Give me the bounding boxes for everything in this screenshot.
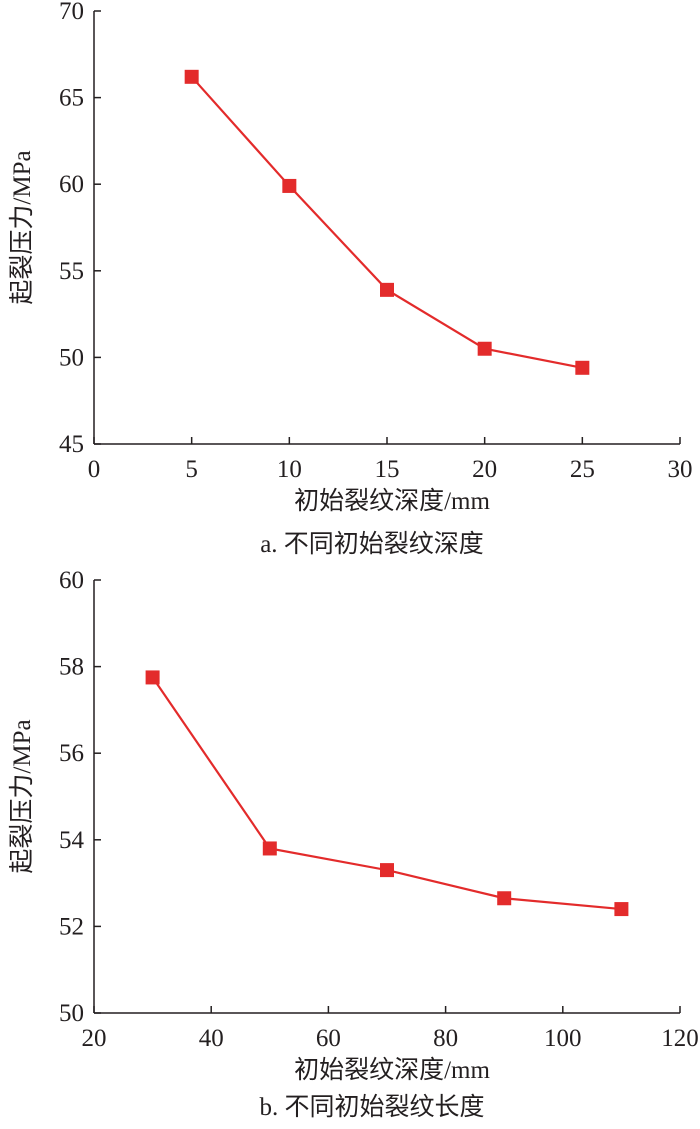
y-tick-label: 50 [59, 1000, 84, 1027]
y-tick-label: 56 [59, 740, 84, 767]
chart-b: 50 52 54 56 58 60 20 40 60 80 100 120 初始裂纹深度/mm 起裂压力/… [8, 567, 699, 1121]
y-tick-label: 50 [59, 344, 84, 371]
x-tick-label: 0 [88, 456, 101, 483]
data-point-marker [477, 341, 492, 356]
y-tick-label: 45 [59, 431, 84, 458]
x-tick-label: 15 [375, 456, 400, 483]
y-tick-label: 55 [59, 258, 84, 285]
series-line [190, 76, 583, 369]
x-tick-label: 40 [199, 1025, 224, 1052]
data-point-marker [282, 178, 297, 193]
data-point-marker [497, 891, 512, 906]
data-point-marker [380, 863, 394, 878]
x-tick-label: 10 [277, 456, 302, 483]
x-axis-title: 初始裂纹深度/mm [294, 1056, 490, 1084]
data-point-marker [262, 841, 277, 856]
data-point-marker [575, 360, 590, 375]
y-axis-title: 起裂压力/MPa [8, 719, 36, 873]
x-tick-label: 5 [185, 456, 198, 483]
data-point-marker [614, 902, 629, 917]
chart-caption: b. 不同初始裂纹长度 [259, 1093, 484, 1121]
y-tick-label: 60 [59, 171, 84, 198]
chart-caption: a. 不同初始裂纹深度 [260, 530, 484, 558]
y-tick-label: 70 [59, 0, 84, 25]
x-tick-label: 30 [668, 456, 693, 483]
x-tick-label: 25 [570, 456, 595, 483]
data-point-marker [145, 670, 160, 685]
y-tick-label: 52 [59, 913, 84, 940]
x-tick-label: 20 [82, 1025, 107, 1052]
y-tick-label: 54 [59, 827, 85, 854]
x-axis-title: 初始裂纹深度/mm [294, 487, 490, 515]
y-axis-title: 起裂压力/MPa [8, 150, 36, 304]
data-point-marker [380, 282, 394, 297]
x-tick-label: 80 [433, 1025, 458, 1052]
y-tick-label: 58 [59, 654, 84, 681]
y-tick-label: 60 [59, 567, 84, 594]
y-tick-label: 65 [59, 85, 84, 112]
x-tick-label: 20 [472, 456, 497, 483]
x-tick-label: 100 [544, 1025, 582, 1052]
chart-a: 45 50 55 60 65 70 0 5 10 15 20 25 30 初始裂纹深度/mm 起裂压力/MP… [8, 0, 693, 558]
data-point-marker [184, 69, 199, 84]
x-tick-label: 120 [661, 1025, 699, 1052]
x-tick-label: 60 [316, 1025, 341, 1052]
